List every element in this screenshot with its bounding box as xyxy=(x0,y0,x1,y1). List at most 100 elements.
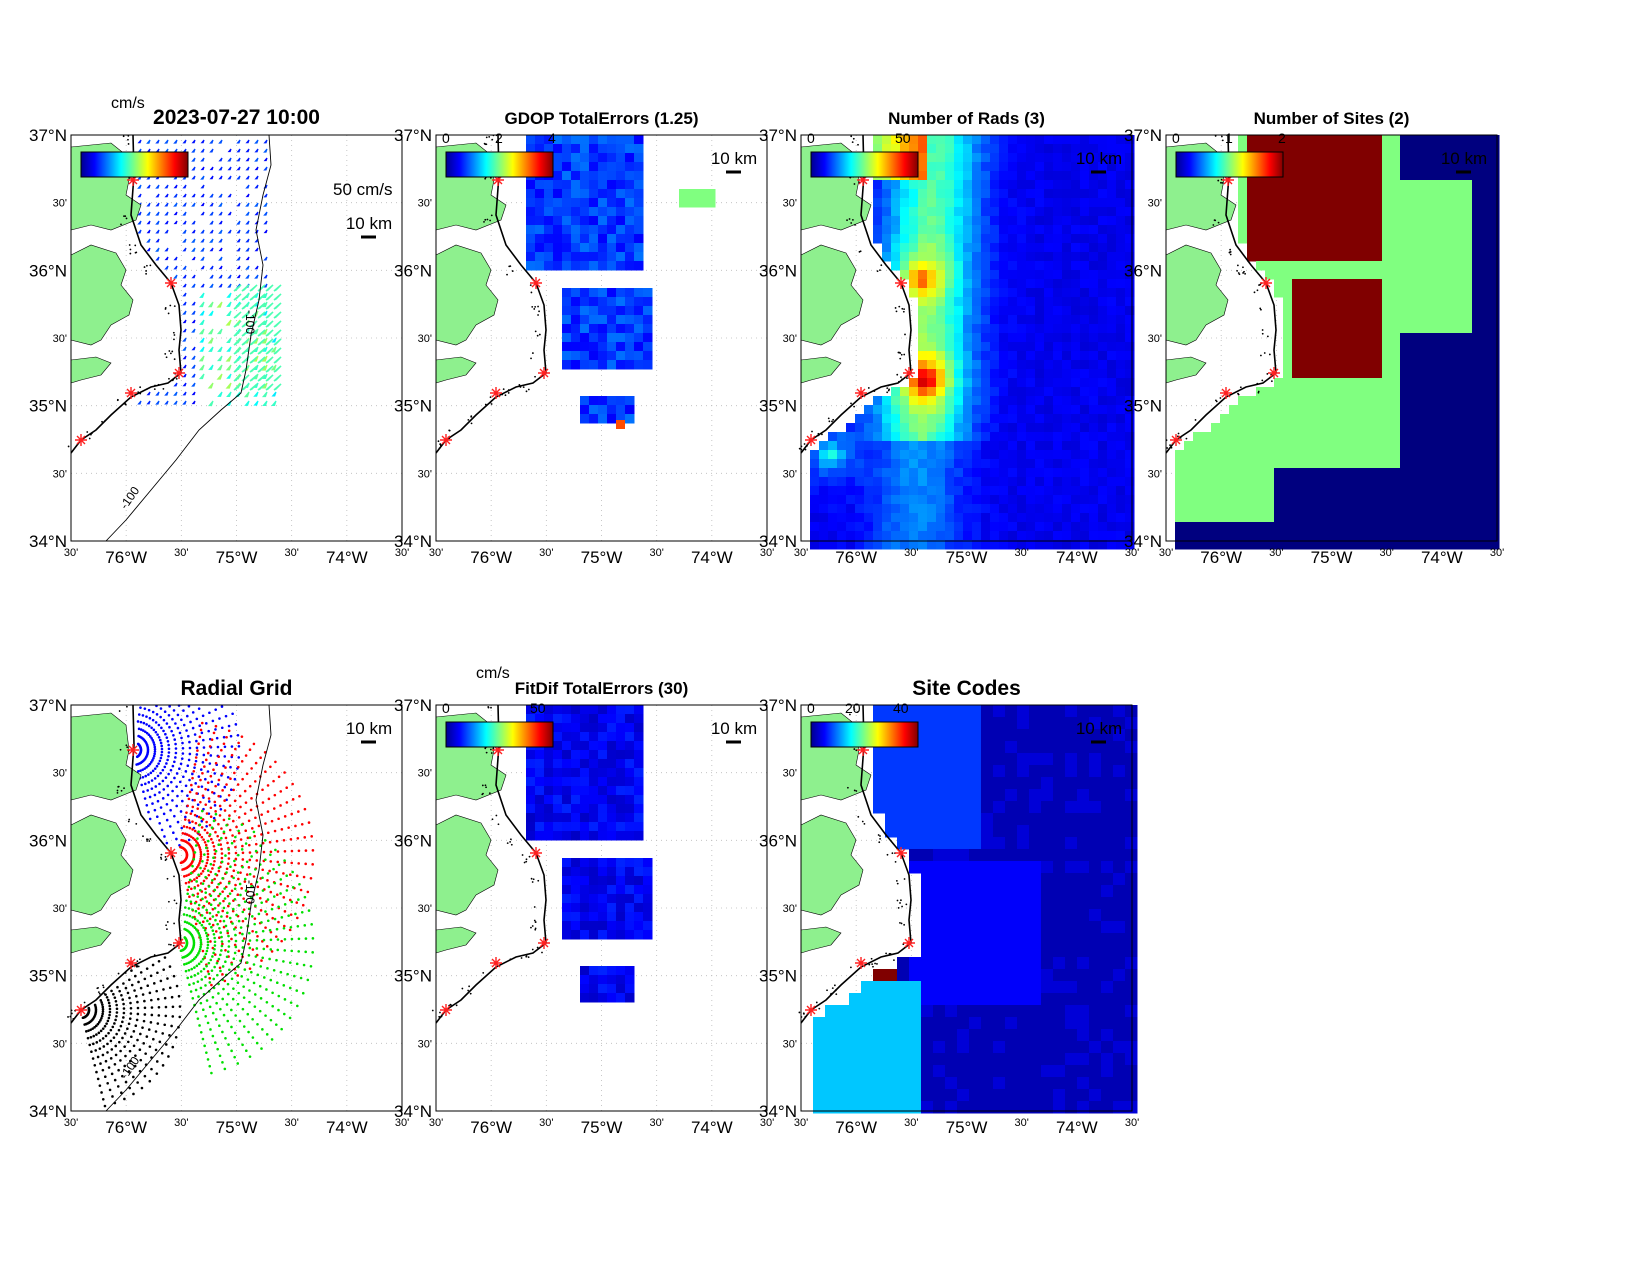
grid-cell xyxy=(571,153,581,163)
grid-cell xyxy=(598,189,608,199)
grid-cell xyxy=(1454,468,1464,478)
grid-cell xyxy=(1328,279,1338,289)
grid-cell xyxy=(1382,333,1392,343)
grid-cell xyxy=(864,477,874,487)
radial-grid-point xyxy=(200,731,204,735)
grid-cell xyxy=(1445,225,1455,235)
grid-cell xyxy=(1472,252,1482,262)
grid-cell xyxy=(1382,297,1392,307)
radial-grid-point xyxy=(269,850,273,854)
grid-cell xyxy=(1427,288,1437,298)
grid-cell xyxy=(1008,495,1018,505)
radial-grid-point xyxy=(245,961,249,964)
grid-cell xyxy=(1454,531,1464,541)
grid-cell xyxy=(1017,360,1027,370)
grid-cell xyxy=(1292,450,1302,460)
island-dot xyxy=(122,135,125,138)
grid-cell xyxy=(1346,360,1356,370)
current-vector xyxy=(263,148,268,153)
grid-cell xyxy=(1409,351,1419,361)
grid-cell xyxy=(589,225,599,235)
grid-cell xyxy=(1098,252,1108,262)
grid-cell xyxy=(1346,414,1356,424)
grid-cell xyxy=(1418,225,1428,235)
radial-grid-point xyxy=(303,807,307,811)
grid-cell xyxy=(1080,369,1090,379)
radial-grid-point xyxy=(146,789,150,792)
island-dot xyxy=(172,331,175,334)
radial-grid-point xyxy=(152,728,156,732)
grid-cell xyxy=(1373,234,1383,244)
island-dot xyxy=(1220,135,1223,138)
current-vector xyxy=(263,274,268,279)
grid-cell xyxy=(936,378,946,388)
grid-cell xyxy=(1256,180,1266,190)
grid-cell xyxy=(828,432,838,442)
radial-grid-point xyxy=(275,839,279,843)
grid-cell xyxy=(954,288,964,298)
radial-grid-point xyxy=(191,798,195,802)
radial-grid-point xyxy=(191,828,194,831)
grid-cell xyxy=(1044,459,1054,469)
radial-grid-point xyxy=(212,816,216,820)
grid-cell xyxy=(1098,288,1108,298)
grid-cell xyxy=(1346,252,1356,262)
panel-number-of-rads: 37°N30'36°N30'35°N30'34°N30' 76°W 30' 75°W 3… xyxy=(759,109,1139,567)
grid-cell xyxy=(1026,540,1036,550)
grid-cell xyxy=(1310,243,1320,253)
radial-grid-point xyxy=(184,881,188,885)
grid-cell xyxy=(891,225,901,235)
grid-cell xyxy=(544,261,554,271)
grid-cell xyxy=(1098,369,1108,379)
grid-cell xyxy=(643,288,653,298)
grid-cell xyxy=(1107,234,1117,244)
grid-cell xyxy=(1044,144,1054,154)
grid-cell xyxy=(981,189,991,199)
current-vector xyxy=(200,256,205,261)
grid-cell xyxy=(1062,198,1072,208)
colorbar-tick: 0 xyxy=(442,130,450,146)
grid-cell xyxy=(1229,441,1239,451)
grid-cell xyxy=(1274,540,1284,550)
current-vector xyxy=(191,148,196,153)
grid-cell xyxy=(1445,477,1455,487)
lat-tick-label: 30' xyxy=(53,468,67,480)
grid-cell xyxy=(562,306,572,316)
island-dot xyxy=(527,388,530,391)
radial-grid-point xyxy=(195,746,199,750)
current-vector xyxy=(191,310,196,315)
grid-cell xyxy=(589,360,599,370)
grid-cell xyxy=(1116,414,1126,424)
grid-cell xyxy=(927,216,937,226)
grid-cell xyxy=(1346,423,1356,433)
grid-cell xyxy=(1008,297,1018,307)
grid-cell xyxy=(1463,144,1473,154)
grid-cell xyxy=(1062,315,1072,325)
grid-cell xyxy=(1436,252,1446,262)
grid-cell xyxy=(1071,333,1081,343)
grid-cell xyxy=(936,162,946,172)
grid-cell xyxy=(1481,423,1491,433)
grid-cell xyxy=(1107,369,1117,379)
grid-cell xyxy=(1107,225,1117,235)
grid-cell xyxy=(1409,207,1419,217)
grid-cell xyxy=(1220,450,1230,460)
current-vector xyxy=(273,338,282,346)
grid-cell xyxy=(954,180,964,190)
radial-grid-point xyxy=(148,762,152,766)
grid-cell xyxy=(981,369,991,379)
radial-grid-point xyxy=(205,900,209,903)
island-dot xyxy=(832,418,835,421)
grid-cell xyxy=(1098,306,1108,316)
grid-cell xyxy=(1436,441,1446,451)
grid-cell xyxy=(1391,234,1401,244)
grid-cell xyxy=(1310,468,1320,478)
island-dot xyxy=(859,250,862,253)
grid-cell xyxy=(1008,360,1018,370)
grid-cell xyxy=(580,324,590,334)
radial-grid-point xyxy=(248,851,252,854)
grid-cell xyxy=(1301,135,1311,145)
grid-cell xyxy=(864,531,874,541)
radar-site-marker xyxy=(165,277,177,289)
grid-cell xyxy=(1107,306,1117,316)
